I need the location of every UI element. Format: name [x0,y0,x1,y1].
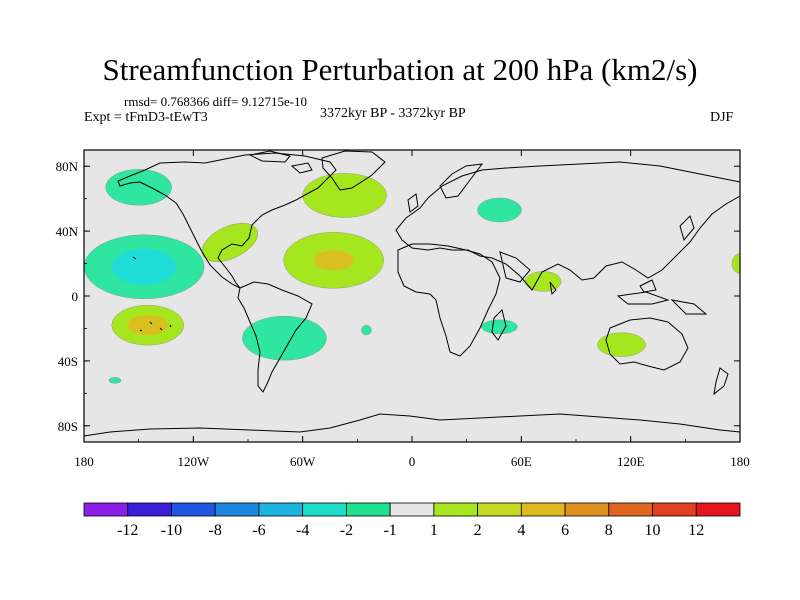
colorbar-label: -1 [383,522,396,539]
colorbar-label: 2 [474,522,482,539]
anomaly-dateline-east [731,253,740,274]
anomaly-core-pacific-low [112,248,177,285]
anomaly-mexico [201,223,258,262]
colorbar-swatch [695,502,741,517]
y-axis: 80N 40N 0 40S 80S [56,159,740,434]
anomaly-eurasia [477,197,522,223]
colorbar-swatch [258,502,304,517]
colorbar-label: -2 [340,522,353,539]
colorbar-swatch [652,502,697,517]
colorbar-label: 6 [561,522,569,539]
anomaly-n-atlantic-high [302,173,387,218]
colorbar: -12 -10 -8 -6 -4 -2 -1 1 2 4 6 8 10 12 [83,502,741,539]
period-label: 3372kyr BP - 3372kyr BP [320,106,466,121]
colorbar-swatch [564,502,610,517]
colorbar-label: 8 [605,522,613,539]
colorbar-label: -12 [117,522,138,539]
colorbar-swatch [302,502,347,517]
anomaly-core-s-pacific [127,315,168,336]
colorbar-swatch [608,502,653,517]
colorbar-swatch [127,502,172,517]
x-tick-label: 60E [511,454,532,469]
anomaly-contours [84,169,740,384]
y-tick-label: 80N [56,159,79,174]
x-tick-label: 0 [409,454,416,469]
colorbar-label: -8 [209,522,222,539]
coastlines [84,150,740,437]
colorbar-swatch [433,502,479,517]
colorbar-label: -4 [296,522,309,539]
map-plot-area [84,150,740,442]
anomaly-australia [597,332,646,357]
colorbar-label: 1 [430,522,438,539]
colorbar-label: 10 [645,522,661,539]
colorbar-swatch [83,502,129,517]
colorbar-label: -6 [252,522,265,539]
experiment-label: Expt = tFmD3-tEwT3 [84,110,208,125]
x-axis: 180 120W 60W 0 60E 120E 180 [74,150,750,469]
x-tick-label: 120E [617,454,645,469]
colorbar-label: -10 [161,522,182,539]
y-tick-label: 80S [58,419,78,434]
y-tick-label: 40S [58,354,78,369]
season-label: DJF [710,110,734,125]
x-tick-label: 60W [290,454,316,469]
x-tick-label: 180 [74,454,94,469]
anomaly-s-atlantic-spot [361,324,372,336]
colorbar-swatch [389,502,435,517]
colorbar-swatch [520,502,566,517]
map-title: Streamfunction Perturbation at 200 hPa (… [102,52,698,87]
anomaly-far-s-pacific [108,377,122,384]
y-tick-label: 40N [56,224,79,239]
colorbar-swatch [345,502,391,517]
y-tick-label: 0 [72,289,79,304]
colorbar-label: 12 [688,522,704,539]
x-tick-label: 180 [730,454,750,469]
anomaly-s-america [242,315,327,361]
colorbar-label: 4 [517,522,525,539]
anomaly-n-pacific-high [105,169,172,206]
colorbar-swatch [214,502,260,517]
colorbar-swatch [477,502,522,517]
x-tick-label: 120W [177,454,210,469]
anomaly-madagascar [481,319,518,335]
stats-text: rmsd= 0.768366 diff= 9.12715e-10 [124,94,308,109]
anomaly-core-n-atlantic-mid [313,250,354,271]
colorbar-swatch [171,502,216,517]
